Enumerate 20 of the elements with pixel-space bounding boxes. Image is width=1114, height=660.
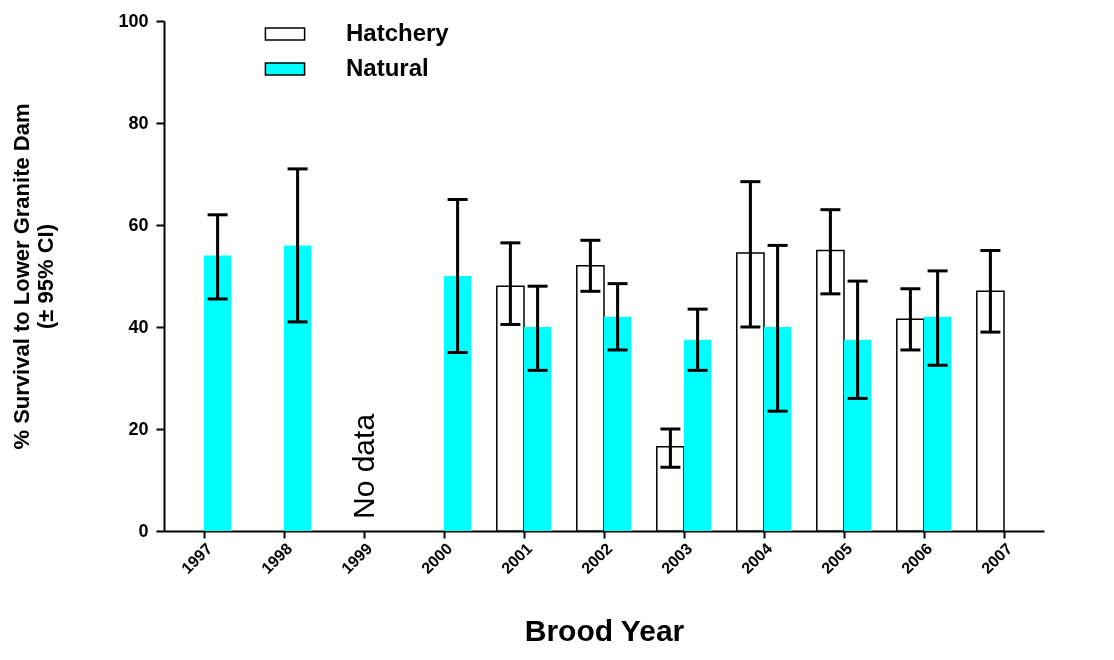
- y-tick-label: 80: [128, 112, 149, 133]
- bar: [764, 327, 792, 531]
- bar: [844, 339, 872, 531]
- y-tick-label: 0: [138, 520, 149, 541]
- bar: [524, 327, 552, 531]
- y-tick-label: 60: [128, 214, 149, 235]
- y-tick-label: 20: [128, 418, 149, 439]
- bar: [444, 276, 472, 531]
- bar: [684, 339, 712, 531]
- y-tick-label: 40: [128, 316, 149, 337]
- bar: [924, 316, 952, 531]
- bar: [284, 245, 312, 531]
- y-tick-label: 100: [118, 10, 149, 31]
- legend-label: Natural: [346, 54, 429, 81]
- x-axis-title: Brood Year: [524, 613, 685, 647]
- legend-label: Hatchery: [346, 19, 450, 46]
- y-axis-title: % Survival to Lower Granite Dam (± 95% CI): [9, 103, 59, 450]
- bar: [604, 316, 632, 531]
- bar: [204, 255, 232, 531]
- annotation: No data: [346, 413, 380, 519]
